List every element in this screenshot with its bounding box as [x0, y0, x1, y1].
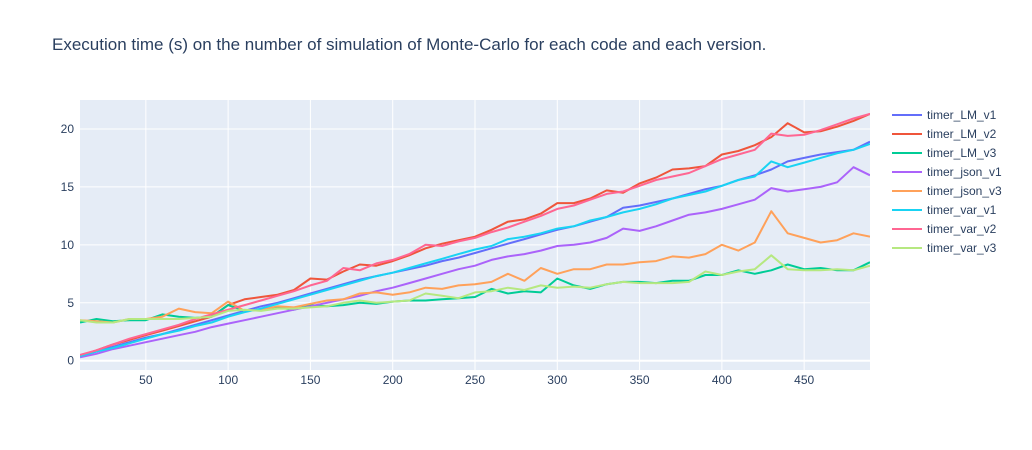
- y-axis-ticks: 0 5 10 15 20: [61, 122, 75, 368]
- legend-item-timer_json_v3[interactable]: timer_json_v3: [892, 184, 1002, 198]
- legend-item-timer_LM_v3[interactable]: timer_LM_v3: [892, 146, 997, 160]
- legend-item-timer_LM_v1[interactable]: timer_LM_v1: [892, 108, 997, 122]
- y-tick-label: 0: [67, 354, 74, 368]
- x-tick-label: 400: [712, 373, 732, 387]
- y-tick-label: 10: [61, 238, 75, 252]
- x-tick-label: 450: [794, 373, 814, 387]
- legend-label: timer_var_v2: [927, 222, 997, 236]
- series-line-timer_json_v3: [80, 210, 870, 324]
- y-tick-label: 5: [67, 296, 74, 310]
- x-tick-label: 150: [300, 373, 320, 387]
- series-line-timer_var_v3: [80, 254, 870, 324]
- legend-label: timer_LM_v2: [927, 127, 997, 141]
- series-lines: [80, 112, 870, 359]
- grid-lines: [80, 100, 870, 370]
- legend-item-timer_var_v3[interactable]: timer_var_v3: [892, 241, 997, 255]
- legend-label: timer_var_v1: [927, 203, 997, 217]
- chart-title: Execution time (s) on the number of simu…: [52, 35, 766, 54]
- legend-item-timer_LM_v2[interactable]: timer_LM_v2: [892, 127, 997, 141]
- x-tick-label: 300: [547, 373, 567, 387]
- y-tick-label: 15: [61, 180, 75, 194]
- legend-item-timer_var_v1[interactable]: timer_var_v1: [892, 203, 997, 217]
- x-tick-label: 200: [383, 373, 403, 387]
- legend[interactable]: timer_LM_v1 timer_LM_v2 timer_LM_v3 timer_j…: [892, 108, 1002, 255]
- legend-label: timer_json_v3: [927, 184, 1002, 198]
- legend-label: timer_LM_v1: [927, 108, 997, 122]
- x-axis-ticks: 50 100 150 200 250 300 350 400 450: [139, 373, 814, 387]
- y-tick-label: 20: [61, 122, 75, 136]
- legend-label: timer_json_v1: [927, 165, 1002, 179]
- series-line-timer_var_v1: [80, 143, 870, 358]
- x-tick-label: 50: [139, 373, 153, 387]
- series-line-timer_json_v1: [80, 166, 870, 359]
- x-tick-label: 350: [630, 373, 650, 387]
- x-tick-label: 250: [465, 373, 485, 387]
- legend-item-timer_json_v1[interactable]: timer_json_v1: [892, 165, 1002, 179]
- series-line-timer_var_v2: [80, 112, 870, 356]
- x-tick-label: 100: [218, 373, 238, 387]
- legend-label: timer_LM_v3: [927, 146, 997, 160]
- legend-label: timer_var_v3: [927, 241, 997, 255]
- legend-item-timer_var_v2[interactable]: timer_var_v2: [892, 222, 997, 236]
